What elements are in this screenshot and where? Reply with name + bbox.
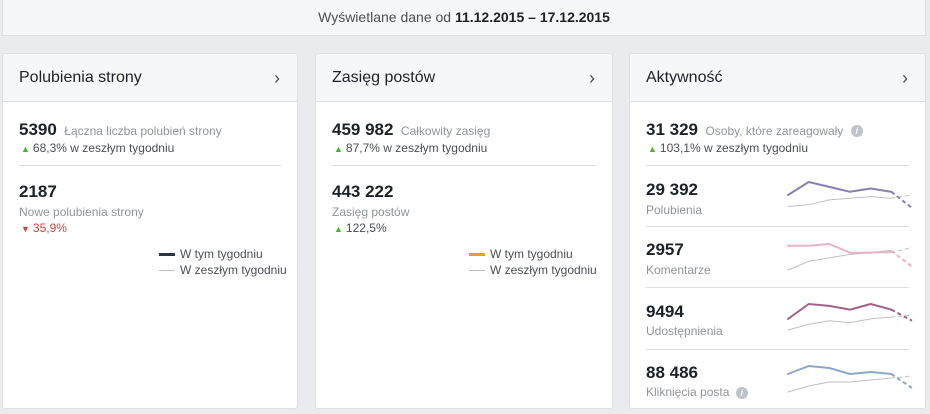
new-likes-value: 2187 — [19, 182, 57, 201]
series-this-week — [787, 365, 893, 375]
activity-row-label: Komentarze — [646, 263, 711, 277]
chart-legend: W tym tygodniu W zeszłym tygodniu — [159, 246, 287, 278]
new-likes-change: ▼ 35,9% — [21, 221, 67, 235]
card-header[interactable]: Aktywność › — [630, 54, 925, 102]
engaged-users-value: 31 329 — [646, 120, 698, 139]
chevron-right-icon[interactable]: › — [902, 68, 908, 88]
series-last-week — [787, 252, 892, 271]
date-range-banner: Wyświetlane dane od 11.12.2015 – 17.12.2… — [2, 0, 926, 36]
post-clicks-sparkline — [787, 365, 913, 393]
series-last-week-partial — [891, 247, 913, 254]
reach-line-chart: 11.1212.1213.1214.1215.1216.1217.12 — [316, 274, 613, 409]
legend-swatch — [469, 252, 485, 256]
total-likes-change: ▲ 68,3% w zeszłym tygodniu — [21, 141, 175, 155]
series-last-week-partial — [891, 314, 913, 318]
activity-row-value: 29 392 — [646, 180, 698, 199]
chevron-right-icon[interactable]: › — [274, 68, 280, 88]
total-reach-value: 459 982 — [332, 120, 394, 139]
series-this-week — [787, 303, 893, 320]
legend-swatch — [159, 269, 175, 271]
activity-row-label: Kliknięcia posta — [646, 385, 730, 399]
post-reach-label: Zasięg postów — [332, 205, 410, 219]
total-reach-label: Całkowity zasięg — [400, 124, 491, 138]
post-reach-change: ▲ 122,5% — [334, 221, 387, 235]
info-icon[interactable]: i — [850, 124, 863, 137]
activity-row-label: Udostępnienia — [646, 324, 723, 338]
page-likes-card: Polubienia strony › 5390 Łączna liczba p… — [2, 53, 298, 409]
series-last-week-partial — [891, 375, 913, 379]
shares-sparkline — [787, 303, 913, 331]
engaged-users-change: ▲ 103,1% w zeszłym tygodniu — [648, 141, 808, 155]
legend-swatch — [159, 252, 175, 256]
total-likes-label: Łączna liczba polubień strony — [64, 124, 222, 138]
chart-legend: W tym tygodniu W zeszłym tygodniu — [469, 246, 597, 278]
card-title: Polubienia strony — [19, 69, 142, 86]
date-range-value: 11.12.2015 – 17.12.2015 — [454, 9, 610, 25]
total-reach-change: ▲ 87,7% w zeszłym tygodniu — [334, 141, 488, 155]
total-likes-value: 5390 — [19, 120, 57, 139]
legend-last-week: W zeszłym tygodniu — [490, 263, 597, 277]
series-this-week — [787, 243, 893, 254]
series-this-week-partial — [890, 191, 913, 209]
comments-sparkline — [787, 243, 913, 271]
series-last-week — [787, 196, 892, 207]
post-reach-card: Zasięg postów › 459 982 Całkowity zasięg… — [315, 53, 613, 409]
series-last-week — [787, 316, 892, 331]
series-last-week — [787, 377, 892, 393]
legend-swatch — [469, 269, 485, 271]
engaged-users-label: Osoby, które zareagowały — [705, 124, 844, 138]
legend-this-week: W tym tygodniu — [490, 247, 573, 261]
series-last-week-partial — [891, 194, 913, 199]
new-likes-label: Nowe polubienia strony — [19, 205, 144, 219]
activity-row-value: 2957 — [646, 240, 684, 259]
date-range-prefix: Wyświetlane dane od — [318, 9, 452, 25]
card-title: Aktywność — [646, 69, 723, 86]
likes-line-chart: 11.1212.1213.1214.1215.1216.1217.12 — [3, 274, 298, 409]
card-header[interactable]: Polubienia strony › — [3, 54, 297, 102]
post-reach-value: 443 222 — [332, 182, 394, 201]
legend-this-week: W tym tygodniu — [180, 247, 263, 261]
series-this-week-partial — [890, 250, 913, 268]
info-icon[interactable]: i — [735, 386, 748, 399]
likes-sparkline — [787, 181, 913, 209]
activity-row-label: Polubienia — [646, 203, 703, 217]
chevron-right-icon[interactable]: › — [589, 68, 595, 88]
activity-card: Aktywność › 31 329 Osoby, które zareagow… — [629, 53, 926, 409]
legend-last-week: W zeszłym tygodniu — [180, 263, 287, 277]
card-header[interactable]: Zasięg postów › — [316, 54, 612, 102]
series-this-week-partial — [890, 308, 913, 322]
activity-row-value: 88 486 — [646, 363, 698, 382]
activity-row-value: 9494 — [646, 302, 684, 321]
card-title: Zasięg postów — [332, 69, 436, 86]
series-this-week — [787, 181, 893, 196]
